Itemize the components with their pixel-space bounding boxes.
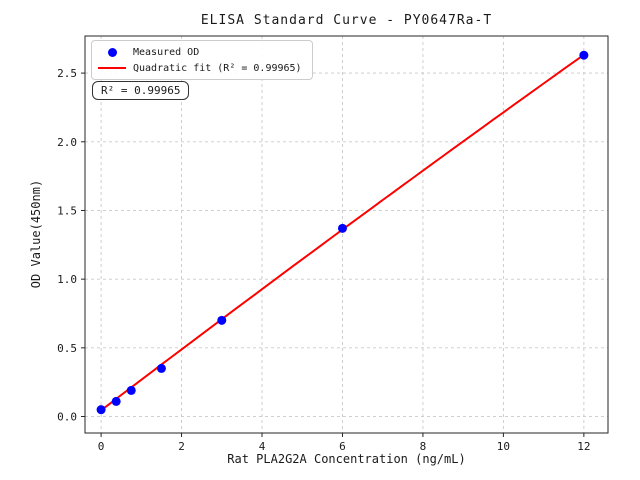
x-tick-label: 2	[178, 440, 185, 453]
legend-line-marker-icon	[98, 67, 126, 69]
legend-entry-quadratic-fit: Quadratic fit (R² = 0.99965)	[98, 60, 302, 76]
y-tick-label: 2.0	[57, 136, 77, 149]
data-point	[126, 385, 136, 395]
x-tick-label: 4	[259, 440, 266, 453]
y-tick-label: 2.5	[57, 67, 77, 80]
legend-entry-measured-od: Measured OD	[98, 44, 302, 60]
y-axis-label: OD Value(450nm)	[29, 179, 43, 289]
y-tick-label: 0.0	[57, 411, 77, 424]
x-tick-label: 10	[497, 440, 510, 453]
x-tick-label: 12	[577, 440, 590, 453]
y-tick-label: 0.5	[57, 342, 77, 355]
x-tick-label: 0	[98, 440, 105, 453]
data-point	[337, 223, 347, 233]
r-squared-annotation: R² = 0.99965	[92, 81, 190, 100]
chart-title: ELISA Standard Curve - PY0647Ra-T	[200, 13, 493, 28]
data-point	[156, 363, 166, 373]
axes-spines	[84, 35, 609, 434]
data-point	[579, 50, 589, 60]
x-tick-label: 6	[339, 440, 346, 453]
y-tick-label: 1.5	[57, 204, 77, 217]
y-tick-label: 1.0	[57, 273, 77, 286]
x-tick-label: 8	[420, 440, 427, 453]
legend-label-quadratic-fit: Quadratic fit (R² = 0.99965)	[133, 62, 302, 74]
legend-label-measured-od: Measured OD	[133, 46, 200, 58]
legend-dot-marker-icon	[98, 47, 126, 57]
data-point	[217, 315, 227, 325]
x-axis-label: Rat PLA2G2A Concentration (ng/mL)	[227, 452, 466, 466]
data-point	[111, 396, 121, 406]
legend: Measured OD Quadratic fit (R² = 0.99965)	[91, 40, 313, 80]
data-point	[96, 405, 106, 415]
